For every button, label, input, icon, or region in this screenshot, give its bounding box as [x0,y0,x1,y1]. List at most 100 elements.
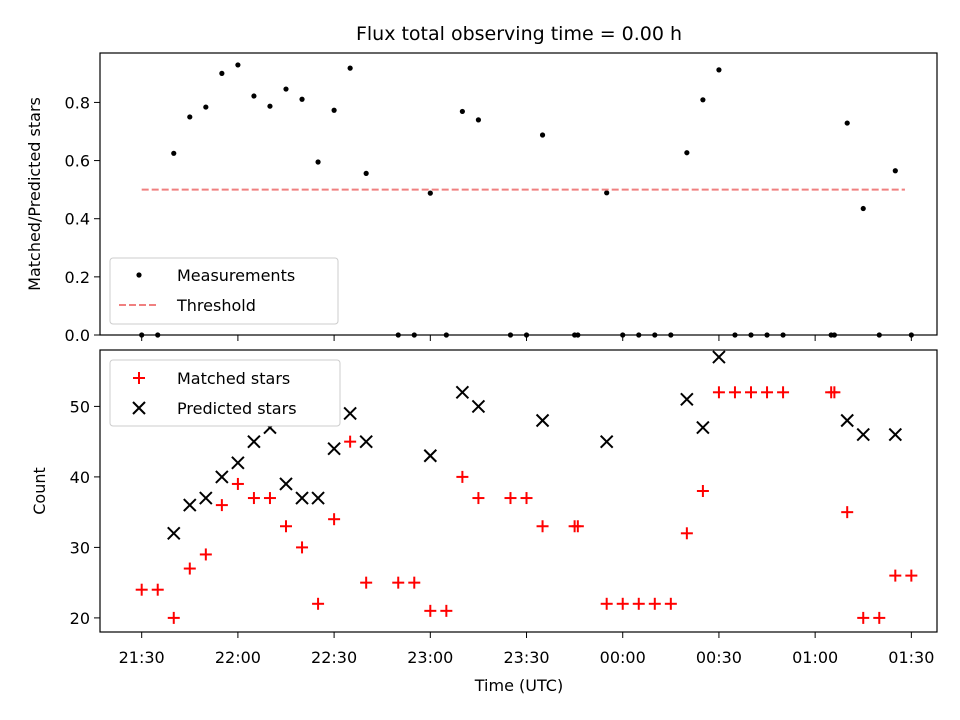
predicted-stars-point [232,457,244,469]
matched-stars-point [184,563,196,575]
predicted-stars-point [280,478,292,490]
matched-stars-point [617,598,629,610]
measurement-point [332,108,337,113]
matched-stars-point [665,598,677,610]
top-y-tick-label: 0.8 [65,93,90,112]
measurement-point [428,191,433,196]
bottom-y-tick-label: 20 [70,609,90,628]
predicted-stars-point [296,492,308,504]
matched-stars-point [424,605,436,617]
predicted-stars-point [184,499,196,511]
matched-stars-point [392,577,404,589]
top-panel: 0.00.20.40.60.8 Matched/Predicted stars … [25,53,937,345]
matched-stars-point [280,520,292,532]
matched-stars-point [264,492,276,504]
legend-threshold-label: Threshold [176,296,256,315]
top-x-ticks [142,335,912,341]
predicted-stars-point [168,527,180,539]
measurement-point [348,66,353,71]
matched-stars-point [729,386,741,398]
measurement-point [235,62,240,67]
measurement-point [845,120,850,125]
bottom-y-tick-label: 50 [70,397,90,416]
top-y-tick-label: 0.0 [65,326,90,345]
predicted-stars-point [328,443,340,455]
matched-stars-point [697,485,709,497]
top-y-tick-label: 0.4 [65,210,90,229]
x-tick-label: 00:00 [600,648,646,667]
predicted-stars-point [697,422,709,434]
measurement-point [893,168,898,173]
matched-stars-point [777,386,789,398]
matched-stars-point [681,527,693,539]
measurement-point [267,104,272,109]
matched-stars-point [200,548,212,560]
measurement-point [203,104,208,109]
top-legend: Measurements Threshold [110,258,338,324]
measurement-point [604,190,609,195]
x-tick-label: 00:30 [696,648,742,667]
bottom-y-tick-label: 30 [70,538,90,557]
matched-stars-point [905,570,917,582]
matched-stars-point [152,584,164,596]
legend-predicted-label: Predicted stars [177,399,297,418]
measurement-point [700,97,705,102]
chart-figure: Flux total observing time = 0.00 h 0.00.… [0,0,960,720]
matched-stars-point [521,492,533,504]
matched-stars-point [408,577,420,589]
measurement-point [187,114,192,119]
x-tick-label: 22:30 [311,648,357,667]
matched-stars-point [713,386,725,398]
measurement-point [460,109,465,114]
matched-stars-point [761,386,773,398]
matched-stars-point [216,499,228,511]
top-y-tick-label: 0.6 [65,152,90,171]
bottom-y-tick-label: 40 [70,468,90,487]
measurement-point [716,67,721,72]
matched-stars-point [328,513,340,525]
matched-stars-point [889,570,901,582]
measurement-point [364,171,369,176]
measurement-point [299,97,304,102]
predicted-stars-point [360,436,372,448]
measurement-point [171,151,176,156]
legend-measurements-marker [136,272,141,277]
top-y-ticks: 0.0 0.2 0.4 0.6 0.8 [65,93,100,345]
matched-stars-point [873,612,885,624]
matched-stars-point [440,605,452,617]
measurement-point [315,159,320,164]
matched-stars-point [232,478,244,490]
measurement-point [476,117,481,122]
top-y-axis-label: Matched/Predicted stars [25,97,44,291]
measurement-point [219,71,224,76]
bottom-panel: 20 30 40 50 21:30 22:00 22:30 23:00 23:30 00:00 0… [30,350,937,695]
x-tick-label: 01:30 [888,648,934,667]
matched-stars-point [168,612,180,624]
matched-stars-point [649,598,661,610]
matched-stars-point [601,598,613,610]
predicted-stars-point [681,393,693,405]
matched-stars-point [456,471,468,483]
x-tick-label: 21:30 [119,648,165,667]
matched-stars-point [248,492,260,504]
matched-stars-point [472,492,484,504]
bottom-x-ticks: 21:30 22:00 22:30 23:00 23:30 00:00 00:30 01:00… [119,632,935,667]
measurement-point [861,206,866,211]
measurement-point [540,132,545,137]
matched-stars-point [296,541,308,553]
predicted-stars-point [344,407,356,419]
x-tick-label: 01:00 [792,648,838,667]
predicted-stars-point [216,471,228,483]
x-tick-label: 23:30 [503,648,549,667]
matched-stars-point [841,506,853,518]
matched-stars-point [312,598,324,610]
matched-stars-point [344,436,356,448]
predicted-stars-point [601,436,613,448]
bottom-y-ticks: 20 30 40 50 [70,397,100,628]
predicted-stars-point [713,351,725,363]
x-axis-label: Time (UTC) [474,676,563,695]
predicted-stars-point [200,492,212,504]
matched-stars-point [360,577,372,589]
predicted-stars-point [312,492,324,504]
measurement-point [283,86,288,91]
